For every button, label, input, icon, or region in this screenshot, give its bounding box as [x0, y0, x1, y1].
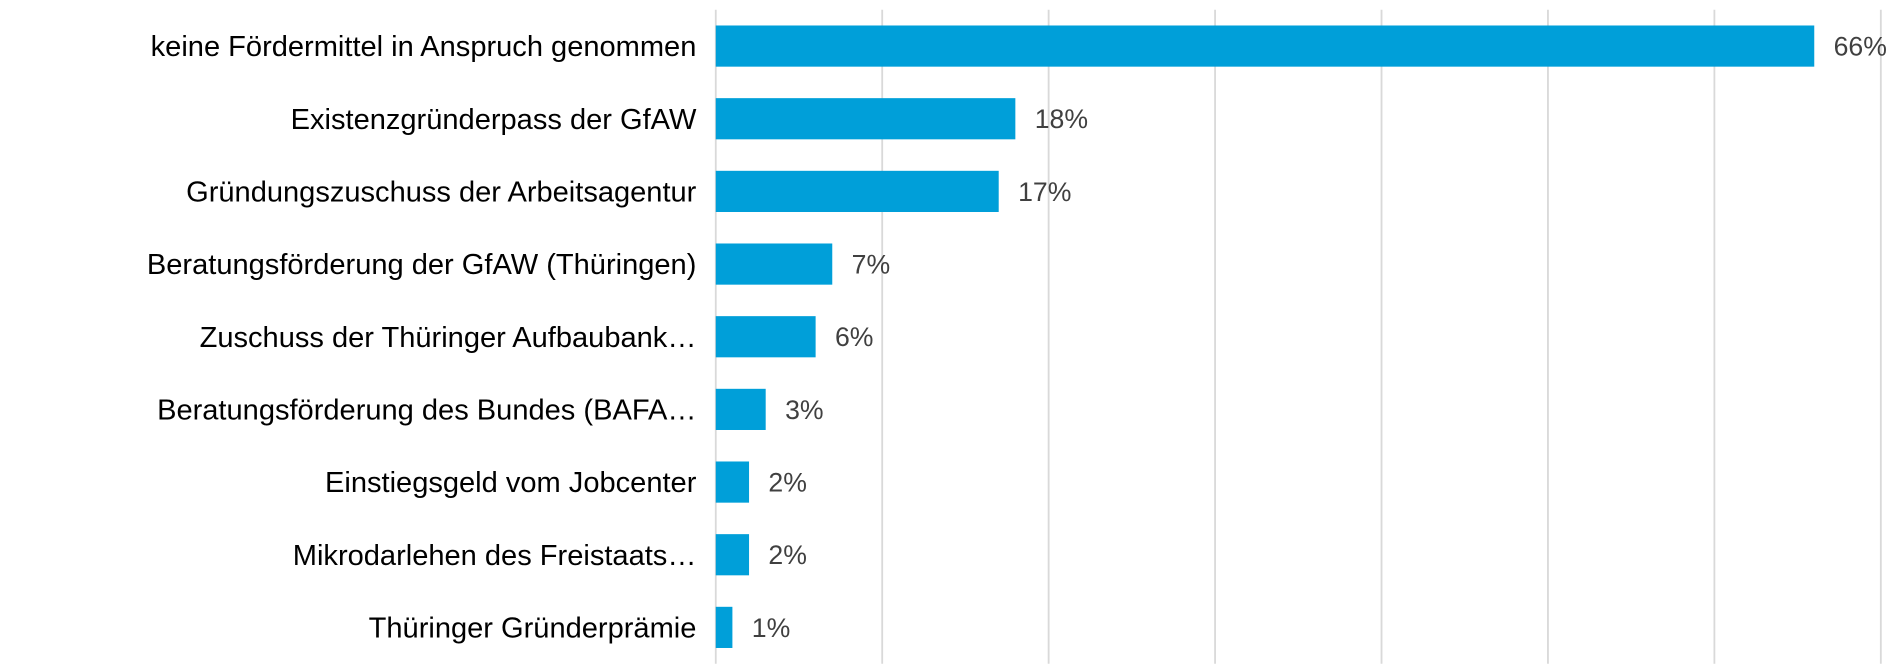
bar [715, 25, 1815, 67]
category-label: Zuschuss der Thüringer Aufbaubank… [200, 322, 697, 354]
category-label: Existenzgründerpass der GfAW [291, 104, 697, 136]
bar [715, 98, 1016, 140]
category-label: Gründungszuschuss der Arbeitsagentur [186, 177, 697, 209]
category-label: keine Fördermittel in Anspruch genommen [151, 31, 697, 63]
bar [715, 461, 750, 503]
category-label: Mikrodarlehen des Freistaats… [293, 540, 697, 572]
category-label: Einstiegsgeld vom Jobcenter [325, 467, 697, 499]
bar [715, 170, 999, 212]
data-label: 7% [852, 250, 890, 280]
bar [715, 316, 816, 358]
data-label: 18% [1035, 104, 1088, 134]
data-label: 66% [1834, 32, 1887, 62]
data-label: 2% [768, 540, 806, 570]
category-label: Thüringer Gründerprämie [369, 612, 697, 644]
data-label: 3% [785, 395, 823, 425]
data-label: 6% [835, 322, 873, 352]
data-label: 2% [768, 468, 806, 498]
bar [715, 243, 833, 285]
category-label: Beratungsförderung der GfAW (Thüringen) [147, 249, 696, 281]
bar [715, 534, 750, 576]
bar [715, 606, 733, 648]
data-label: 17% [1018, 177, 1071, 207]
bar [715, 388, 766, 430]
category-label: Beratungsförderung des Bundes (BAFA… [157, 394, 696, 426]
data-label: 1% [752, 613, 790, 643]
